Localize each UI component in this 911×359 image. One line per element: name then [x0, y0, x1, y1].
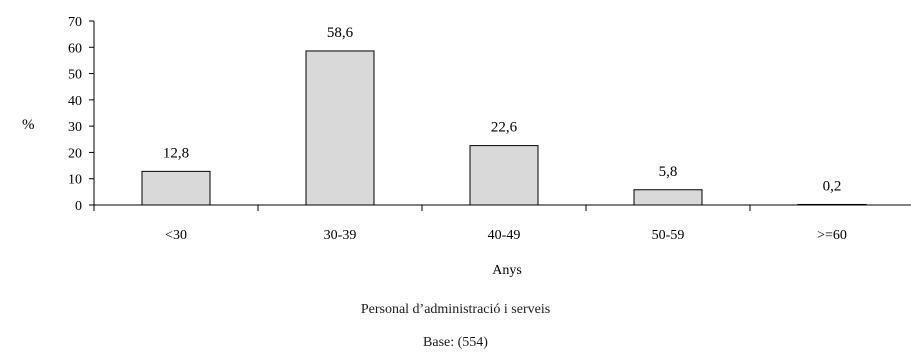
x-axis-label: Anys [492, 263, 522, 278]
y-axis-label: % [22, 117, 35, 133]
data-label: 58,6 [327, 25, 354, 41]
data-label: 22,6 [491, 120, 518, 136]
y-tick-label: 40 [68, 94, 82, 109]
bar [305, 50, 375, 206]
y-tick-label: 60 [68, 41, 82, 56]
data-label: 5,8 [659, 164, 678, 180]
x-tick-label: 50-59 [652, 228, 685, 243]
x-tick-label: 30-39 [324, 228, 357, 243]
x-axis: <30 30-39 40-49 50-59 >=60 [93, 204, 911, 243]
bar [797, 203, 867, 206]
bar [633, 189, 703, 206]
y-axis: 0 10 20 30 40 50 60 70 [68, 15, 95, 214]
y-tick-label: 20 [68, 146, 82, 161]
data-label: 0,2 [823, 178, 842, 194]
chart-subtitle: Personal d’administració i serveis [360, 302, 551, 317]
x-tick-label: <30 [165, 228, 187, 243]
y-tick-label: 70 [68, 15, 82, 30]
y-tick-label: 0 [75, 199, 82, 214]
y-tick-label: 10 [68, 173, 82, 188]
bars: 12,8 58,6 22,6 5,8 0,2 [141, 25, 867, 206]
y-tick-label: 50 [68, 68, 82, 83]
x-tick-label: 40-49 [488, 228, 521, 243]
data-label: 12,8 [163, 145, 189, 161]
bar [469, 145, 539, 206]
bar [141, 170, 211, 206]
y-tick-label: 30 [68, 120, 82, 135]
base-note: Base: (554) [423, 335, 488, 350]
x-tick-label: >=60 [817, 228, 847, 243]
